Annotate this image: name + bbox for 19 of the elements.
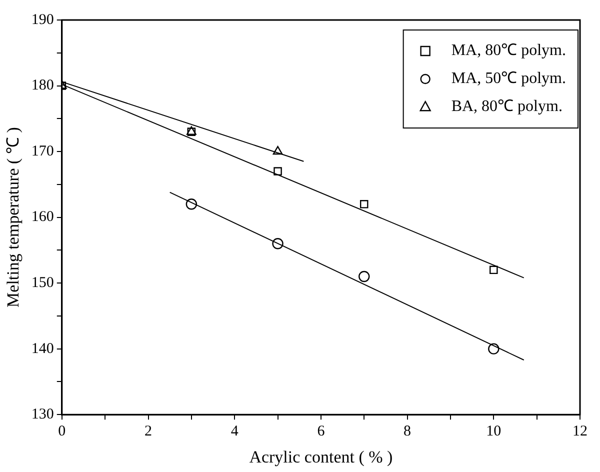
- x-axis-title: Acrylic content ( % ): [249, 447, 393, 466]
- y-tick-label: 160: [31, 209, 54, 226]
- y-axis-title: Melting temperature ( ℃ ): [4, 127, 23, 308]
- x-tick-label: 0: [58, 424, 66, 440]
- x-tick-label: 10: [486, 424, 502, 440]
- legend-label: MA, 80℃ polym.: [451, 42, 566, 60]
- legend-label: MA, 50℃ polym.: [451, 70, 566, 88]
- y-tick-label: 140: [31, 340, 54, 357]
- x-tick-label: 12: [572, 424, 588, 440]
- y-tick-label: 190: [31, 12, 54, 28]
- legend-label: BA, 80℃ polym.: [451, 98, 562, 116]
- y-tick-label: 150: [31, 275, 54, 292]
- x-tick-label: 6: [317, 424, 326, 440]
- x-tick-label: 4: [230, 424, 239, 440]
- x-tick-label: 8: [404, 424, 412, 440]
- y-tick-label: 170: [31, 143, 54, 160]
- x-tick-label: 2: [144, 424, 152, 440]
- y-tick-label: 180: [31, 78, 54, 94]
- y-tick-label: 130: [31, 406, 54, 423]
